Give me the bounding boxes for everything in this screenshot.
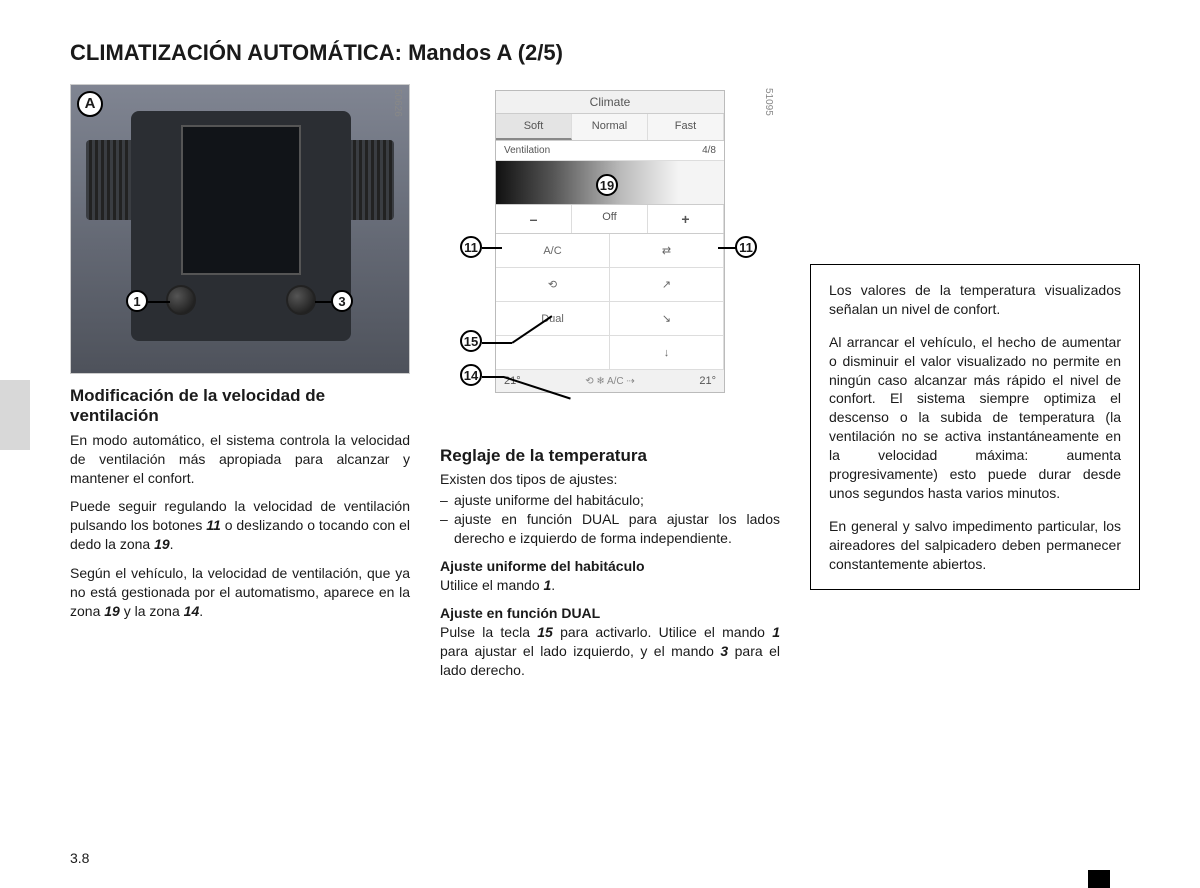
vent-label: Ventilation	[504, 145, 550, 156]
knob-right	[286, 285, 316, 315]
col2-li1: ajuste uniforme del habitáculo;	[440, 491, 780, 510]
col2-p1: Existen dos tipos de ajustes:	[440, 470, 780, 489]
grid-airflow-2: ↗	[610, 268, 724, 302]
callout-14: 14	[460, 364, 482, 386]
col2-li2: ajuste en función DUAL para ajustar los …	[440, 510, 780, 548]
leader-11l	[482, 247, 502, 249]
col1-p3: Según el vehículo, la velocidad de venti…	[70, 564, 410, 621]
callout-11-right: 11	[735, 236, 757, 258]
temp-right: 21°	[699, 375, 716, 387]
plus-button: +	[648, 205, 724, 233]
ventilation-row: Ventilation 4/8	[496, 141, 724, 161]
col1-p2: Puede seguir regulando la velocidad de v…	[70, 497, 410, 554]
figure-a-dashboard: A 50626 1 3	[70, 84, 410, 374]
climate-grid: A/C ⇄ ⟲ ↗ Dual ↘ ↓	[496, 234, 724, 370]
col2-p3: Pulse la tecla 15 para activarlo. Utilic…	[440, 623, 780, 680]
grid-airflow-4: ↓	[610, 336, 724, 370]
page-title: CLIMATIZACIÓN AUTOMÁTICA: Mandos A (2/5)	[70, 40, 1140, 66]
tab-fast: Fast	[648, 114, 724, 140]
info-p1: Los valores de la temperatura visualizad…	[829, 281, 1121, 319]
col1-p1: En modo automático, el sistema controla …	[70, 431, 410, 488]
thumb-index-mark	[1088, 870, 1110, 888]
leader-14a	[482, 376, 504, 378]
col1-heading: Modificación de la velocidad de ventilac…	[70, 386, 410, 427]
console-screen	[181, 125, 301, 275]
callout-11-left: 11	[460, 236, 482, 258]
column-3: Los valores de la temperatura visualizad…	[810, 84, 1140, 690]
grid-ac: A/C	[496, 234, 610, 268]
grid-airflow-3: ↘	[610, 302, 724, 336]
grid-recirc: ⟲	[496, 268, 610, 302]
figure-b-climate-screen: 51095 Climate Soft Normal Fast Ventilati…	[440, 84, 780, 434]
callout-3: 3	[331, 290, 353, 312]
col2-list: ajuste uniforme del habitáculo; ajuste e…	[440, 491, 780, 548]
callout-19: 19	[596, 174, 618, 196]
page: CLIMATIZACIÓN AUTOMÁTICA: Mandos A (2/5)…	[0, 0, 1200, 888]
page-number: 3.8	[70, 850, 89, 866]
vent-right	[344, 140, 394, 220]
climate-tabs: Soft Normal Fast	[496, 114, 724, 141]
col2-heading: Reglaje de la temperatura	[440, 446, 780, 466]
callout-15: 15	[460, 330, 482, 352]
column-2: 51095 Climate Soft Normal Fast Ventilati…	[440, 84, 780, 690]
col2-h4a: Ajuste uniforme del habitáculo	[440, 558, 780, 574]
grid-dual: Dual	[496, 302, 610, 336]
figure-a-badge: A	[77, 91, 103, 117]
knob-left	[166, 285, 196, 315]
figure-a-imageno: 50626	[392, 89, 403, 117]
col2-p2: Utilice el mando 1.	[440, 576, 780, 595]
vent-value: 4/8	[702, 145, 716, 156]
title-main: CLIMATIZACIÓN AUTOMÁTICA: Mandos A	[70, 40, 518, 65]
off-button: Off	[572, 205, 648, 233]
info-box: Los valores de la temperatura visualizad…	[810, 264, 1140, 590]
climate-header: Climate	[496, 91, 724, 114]
grid-airflow-1: ⇄	[610, 234, 724, 268]
leader-1	[148, 301, 170, 303]
info-p2: Al arrancar el vehículo, el hecho de aum…	[829, 333, 1121, 503]
tab-normal: Normal	[572, 114, 648, 140]
status-icons: ⟲ ❄ A/C ⇢	[585, 376, 635, 387]
info-p3: En general y salvo impedimento particula…	[829, 517, 1121, 574]
leader-15a	[482, 342, 512, 344]
title-part: (2/5)	[518, 40, 563, 65]
callout-1: 1	[126, 290, 148, 312]
minus-button: –	[496, 205, 572, 233]
climate-panel: Climate Soft Normal Fast Ventilation 4/8…	[495, 90, 725, 393]
climate-bottom-bar: 21° ⟲ ❄ A/C ⇢ 21°	[496, 370, 724, 392]
vent-left	[86, 140, 136, 220]
columns: A 50626 1 3 Modificación de la velocidad…	[70, 84, 1140, 690]
column-1: A 50626 1 3 Modificación de la velocidad…	[70, 84, 410, 690]
figure-b-imageno: 51095	[763, 88, 774, 116]
col2-h4b: Ajuste en función DUAL	[440, 605, 780, 621]
plus-minus-row: – Off +	[496, 205, 724, 234]
tab-soft: Soft	[496, 114, 572, 140]
